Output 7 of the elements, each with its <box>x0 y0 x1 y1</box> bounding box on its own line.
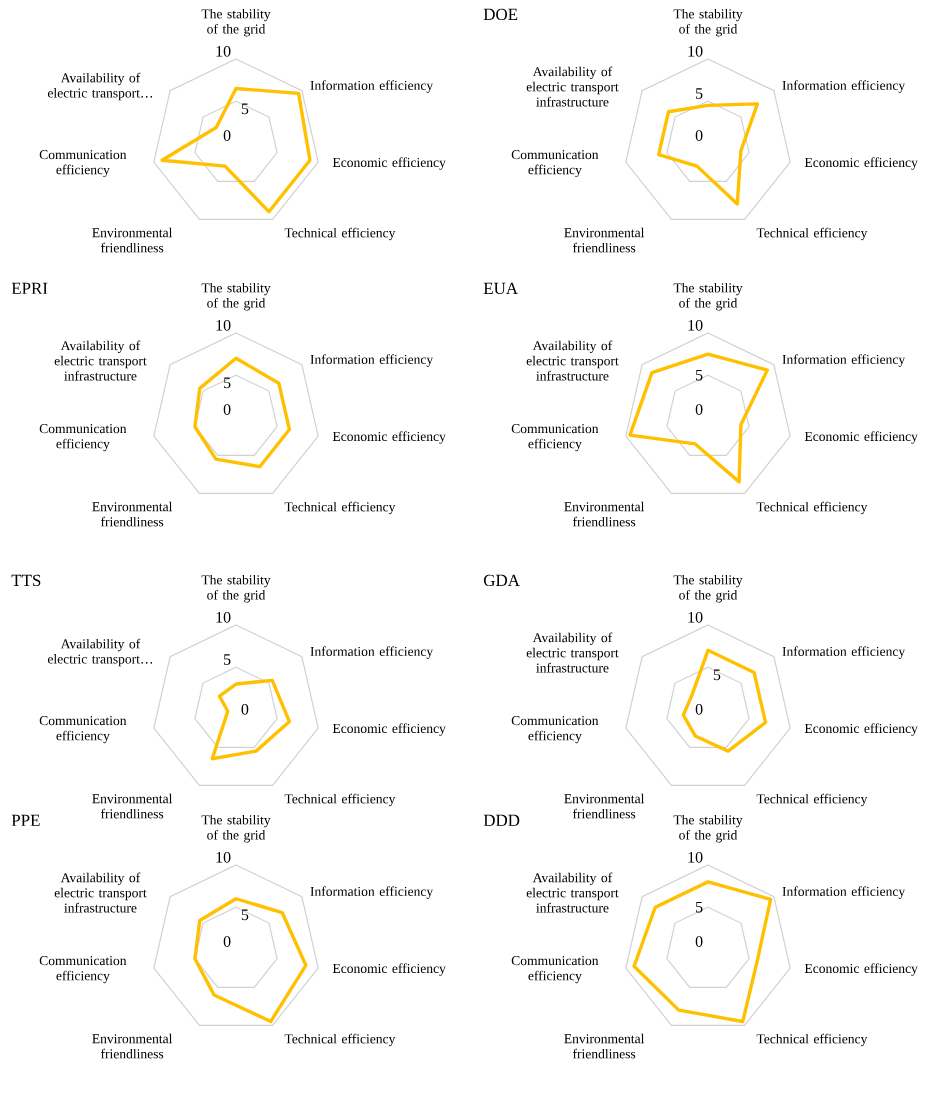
chart-title: PPE <box>11 814 40 826</box>
chart-title: GDA <box>483 574 520 587</box>
chart-title: DDD <box>483 814 520 826</box>
chart-title: DOE <box>483 8 518 21</box>
chart-title: EPRI <box>11 282 48 294</box>
chart-title: TTS <box>11 574 41 587</box>
chart-title: EUA <box>483 282 518 295</box>
